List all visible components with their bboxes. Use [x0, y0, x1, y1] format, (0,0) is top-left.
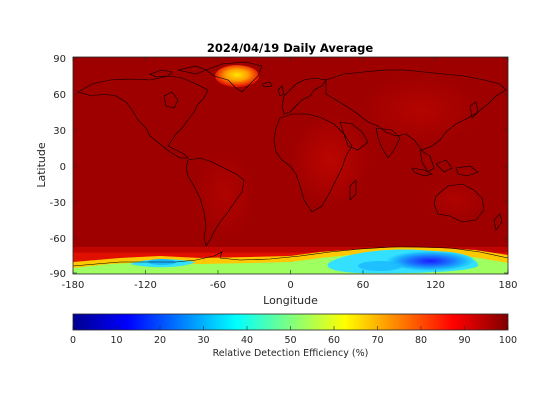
- colorbar-tick-label: 70: [371, 335, 383, 346]
- colorbar-tick-label: 30: [197, 335, 209, 346]
- x-tick-label: -180: [62, 280, 85, 291]
- x-tick-label: 60: [357, 280, 370, 291]
- y-tick-marks: [73, 57, 508, 274]
- colorbar-tick-label: 10: [110, 335, 122, 346]
- y-tick-label: -60: [50, 234, 66, 245]
- y-tick-label: 30: [53, 126, 66, 137]
- y-tick-label: -90: [50, 269, 66, 280]
- colorbar-tick-labels: 0 10 20 30 40 50 60 70 80 90 100: [70, 335, 517, 346]
- colorbar-label: Relative Detection Efficiency (%): [213, 348, 369, 359]
- x-tick-label: -60: [210, 280, 226, 291]
- y-tick-labels: 90 60 30 0 -30 -60 -90: [50, 54, 66, 280]
- x-tick-label: 120: [426, 280, 445, 291]
- colorbar-tick-label: 100: [499, 335, 517, 346]
- map-title: 2024/04/19 Daily Average: [207, 41, 374, 55]
- colorbar-tick-label: 20: [154, 335, 166, 346]
- colorbar-tick-label: 80: [415, 335, 427, 346]
- y-tick-label: -30: [50, 198, 66, 209]
- x-axis-label: Longitude: [263, 294, 318, 307]
- x-tick-label: 180: [498, 280, 517, 291]
- x-tick-labels: -180 -120 -60 0 60 120 180: [62, 280, 518, 291]
- x-tick-label: 0: [287, 280, 293, 291]
- y-axis-label: Latitude: [35, 142, 48, 188]
- colorbar-tick-label: 50: [284, 335, 296, 346]
- x-tick-label: -120: [134, 280, 157, 291]
- colorbar-tick-label: 0: [70, 335, 76, 346]
- x-tick-marks: [72, 57, 509, 274]
- y-tick-label: 60: [53, 90, 66, 101]
- colorbar: [73, 314, 508, 330]
- y-tick-label: 0: [60, 162, 66, 173]
- colorbar-tick-label: 60: [328, 335, 340, 346]
- map-field: [73, 57, 508, 274]
- coastlines: [73, 61, 508, 267]
- colorbar-tick-label: 40: [241, 335, 253, 346]
- colorbar-tick-label: 90: [458, 335, 470, 346]
- colorbar-tick-marks: [72, 326, 509, 330]
- y-tick-label: 90: [53, 54, 66, 65]
